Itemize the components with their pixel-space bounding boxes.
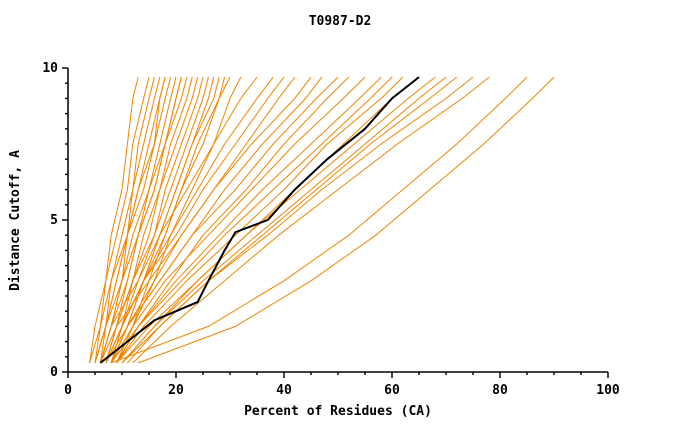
x-tick-label: 20 xyxy=(168,383,184,398)
model-curve xyxy=(111,76,528,364)
model-curve xyxy=(99,76,258,364)
x-tick-label: 80 xyxy=(492,383,508,398)
model-curve xyxy=(110,76,366,364)
model-curve xyxy=(116,76,436,364)
x-tick-label: 0 xyxy=(64,383,72,398)
y-tick-label: 0 xyxy=(50,365,58,380)
y-axis-label-wrap: Distance Cutoff, A xyxy=(2,0,28,440)
model-curve xyxy=(105,76,199,364)
model-curve xyxy=(105,76,339,364)
model-curve xyxy=(105,76,285,364)
model-curve xyxy=(132,76,490,364)
model-curve xyxy=(110,76,215,364)
x-tick-label: 100 xyxy=(596,383,620,398)
model-curve xyxy=(121,76,447,364)
model-curve xyxy=(121,76,474,364)
model-curve xyxy=(99,76,166,363)
model-curve xyxy=(110,76,393,364)
model-curve xyxy=(138,76,555,364)
y-tick-label: 10 xyxy=(42,61,58,76)
model-curve xyxy=(116,76,382,364)
model-curve xyxy=(105,76,209,364)
model-curve xyxy=(94,76,172,364)
model-curve xyxy=(116,76,404,364)
model-curve xyxy=(89,76,139,363)
model-curve xyxy=(99,76,188,364)
model-curve xyxy=(116,76,242,364)
chart-title: T0987-D2 xyxy=(308,14,372,29)
model-curve xyxy=(94,76,155,363)
model-curve xyxy=(121,76,420,364)
reference-curve xyxy=(99,76,420,364)
model-curve xyxy=(89,76,150,364)
model-curve xyxy=(99,76,312,364)
x-tick-label: 40 xyxy=(276,383,292,398)
model-curve xyxy=(127,76,458,364)
model-curve xyxy=(94,76,161,364)
x-tick-label: 60 xyxy=(384,383,400,398)
y-axis-label: Distance Cutoff, A xyxy=(7,149,23,291)
y-tick-label: 5 xyxy=(50,213,58,228)
x-axis-label: Percent of Residues (CA) xyxy=(244,404,432,419)
model-curve xyxy=(110,76,204,364)
model-curve xyxy=(116,76,350,364)
